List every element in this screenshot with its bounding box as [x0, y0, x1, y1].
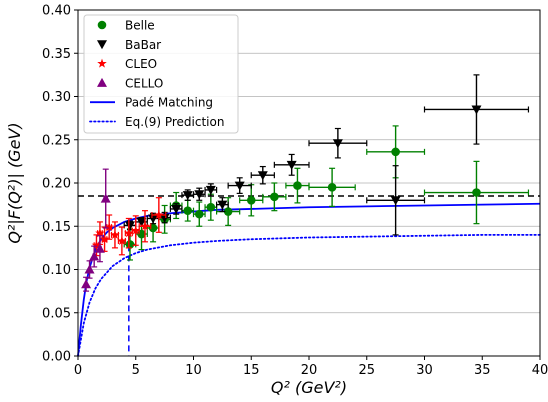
- cleo-point: [154, 210, 164, 220]
- x-tick-label: 40: [532, 363, 548, 378]
- babar-point: [124, 221, 135, 231]
- babar-point: [171, 204, 182, 214]
- cello-point: [81, 279, 92, 289]
- legend-marker-belle: [97, 20, 107, 30]
- babar-point: [182, 191, 193, 201]
- y-tick-label: 0.35: [42, 47, 71, 62]
- babar-point: [286, 160, 297, 170]
- x-tick-label: 25: [358, 363, 375, 378]
- babar-point: [194, 190, 205, 200]
- cleo-point: [110, 229, 120, 239]
- x-tick-label: 10: [185, 363, 202, 378]
- cello-point: [89, 251, 100, 261]
- y-axis-title: Q²|F(Q²)| (GeV): [5, 122, 24, 243]
- cello-point: [100, 193, 111, 203]
- babar-point: [390, 196, 401, 206]
- belle-point: [148, 223, 158, 233]
- belle-point: [246, 196, 256, 205]
- legend-marker-cleo: [97, 58, 107, 68]
- legend-marker-babar: [97, 40, 107, 50]
- legend-label-eq-9-prediction: Eq.(9) Prediction: [125, 115, 224, 129]
- legend-label-pad-matching: Padé Matching: [125, 96, 213, 110]
- cleo-point: [130, 225, 141, 235]
- belle-point: [327, 183, 337, 192]
- y-tick-label: 0.15: [42, 220, 71, 235]
- legend-box: [83, 14, 239, 134]
- x-tick-label: 15: [243, 363, 260, 378]
- belle-point: [391, 147, 400, 157]
- babar-point: [205, 185, 216, 195]
- curve-eq9-prediction: [77, 233, 541, 357]
- x-tick-label: 20: [301, 363, 318, 378]
- legend-label-cello: CELLO: [125, 76, 163, 90]
- belle-point: [223, 207, 233, 216]
- cello-point: [84, 264, 95, 274]
- x-axis-title: Q² (GeV²): [271, 378, 347, 397]
- cello-point: [94, 243, 105, 253]
- y-tick-label: 0.30: [42, 90, 71, 105]
- babar-point: [332, 139, 343, 149]
- babar-point: [234, 181, 245, 191]
- babar-point: [136, 217, 147, 227]
- belle-point: [472, 188, 481, 197]
- y-tick-label: 0.20: [42, 177, 71, 192]
- babar-point: [148, 214, 159, 224]
- belle-point: [206, 202, 216, 212]
- x-tick-label: 5: [132, 363, 140, 378]
- belle-point: [125, 240, 135, 249]
- belle-point: [183, 206, 193, 215]
- cleo-point: [104, 222, 114, 232]
- legend-marker-cello: [97, 77, 107, 87]
- legend-label-belle: Belle: [125, 19, 155, 33]
- babar-point: [257, 171, 268, 181]
- belle-point: [293, 181, 302, 190]
- y-tick-label: 0.05: [42, 306, 71, 321]
- y-tick-label: 0.10: [42, 263, 71, 278]
- babar-point: [217, 200, 228, 210]
- cleo-point: [99, 234, 110, 244]
- cleo-point: [117, 235, 127, 245]
- belle-point: [270, 192, 279, 202]
- cleo-point: [91, 240, 102, 250]
- x-tick-label: 30: [416, 363, 433, 378]
- babar-point: [471, 105, 482, 115]
- x-tick-label: 35: [474, 363, 491, 378]
- cleo-point: [95, 228, 105, 238]
- y-tick-label: 0.40: [42, 4, 71, 19]
- legend-label-babar: BaBar: [125, 38, 161, 52]
- cleo-point: [124, 228, 134, 238]
- data-points: [81, 74, 530, 292]
- y-tick-label: 0.25: [42, 133, 71, 148]
- axis-ticks: 0.00 0.05 0.10 0.15 0.20 0.25 0.30 0.35 0.40 0 5 10…: [42, 4, 548, 379]
- legend: Belle BaBar CLEO CELLO Padé Matching Eq.(9) P…: [83, 14, 239, 134]
- babar-point: [159, 213, 170, 223]
- belle-point: [194, 209, 204, 219]
- legend-label-cleo: CLEO: [125, 57, 157, 71]
- x-tick-label: 0: [74, 363, 82, 378]
- y-tick-label: 0.00: [42, 350, 71, 365]
- cleo-point: [140, 221, 150, 231]
